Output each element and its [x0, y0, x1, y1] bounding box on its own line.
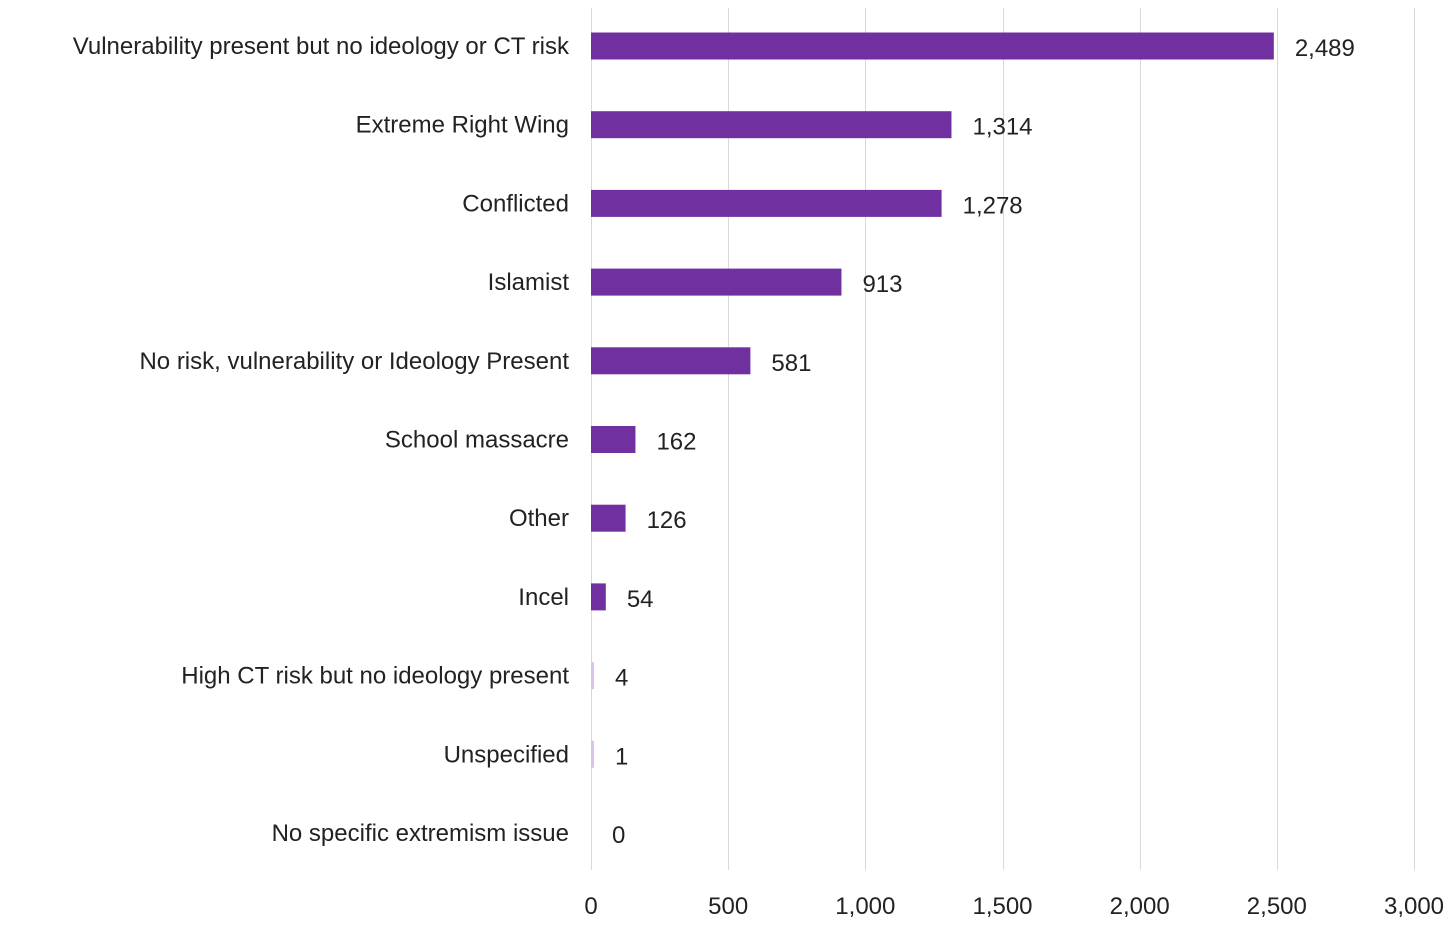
data-label: 4 — [615, 665, 628, 692]
data-label: 54 — [627, 586, 654, 613]
x-tick-label: 2,500 — [1247, 893, 1307, 920]
x-tick-label: 2,000 — [1110, 893, 1170, 920]
category-label: No risk, vulnerability or Ideology Prese… — [139, 348, 569, 375]
gridlines — [591, 8, 1415, 870]
category-label: Extreme Right Wing — [356, 112, 569, 139]
bar — [591, 504, 626, 532]
category-label: Incel — [518, 584, 569, 611]
category-label: Unspecified — [444, 741, 569, 768]
data-label: 913 — [862, 271, 902, 298]
bar — [591, 32, 1274, 60]
data-label: 1 — [615, 743, 628, 770]
category-label: School massacre — [385, 427, 569, 454]
bars — [591, 32, 1274, 768]
x-tick-label: 1,500 — [972, 893, 1032, 920]
bar — [591, 662, 594, 690]
data-label: 1,278 — [963, 192, 1023, 219]
value-labels: 2,489 1,314 1,278 913 581 162 126 54 4 1 0 — [612, 35, 1355, 849]
data-label: 2,489 — [1295, 35, 1355, 62]
category-labels: Vulnerability present but no ideology or… — [73, 33, 570, 847]
data-label: 0 — [612, 822, 625, 849]
bar — [591, 426, 636, 453]
category-label: Vulnerability present but no ideology or… — [73, 33, 570, 60]
category-label: Conflicted — [462, 190, 569, 217]
data-label: 126 — [647, 507, 687, 534]
x-tick-label: 3,000 — [1384, 893, 1444, 920]
bar — [591, 347, 751, 375]
category-label: Other — [509, 505, 569, 532]
bar — [591, 268, 842, 296]
data-label: 581 — [771, 350, 811, 377]
bar — [591, 189, 942, 217]
x-tick-label: 500 — [708, 893, 748, 920]
category-label: Islamist — [488, 269, 570, 296]
x-tick-label: 0 — [584, 893, 597, 920]
data-label: 1,314 — [972, 114, 1032, 141]
data-label: 162 — [656, 429, 696, 456]
x-axis-ticks: 0 500 1,000 1,500 2,000 2,500 3,000 — [584, 893, 1444, 920]
bar — [591, 111, 952, 139]
x-tick-label: 1,000 — [835, 893, 895, 920]
bar — [591, 740, 594, 768]
category-label: No specific extremism issue — [272, 820, 569, 847]
category-label: High CT risk but no ideology present — [181, 663, 569, 690]
bar — [591, 583, 606, 611]
